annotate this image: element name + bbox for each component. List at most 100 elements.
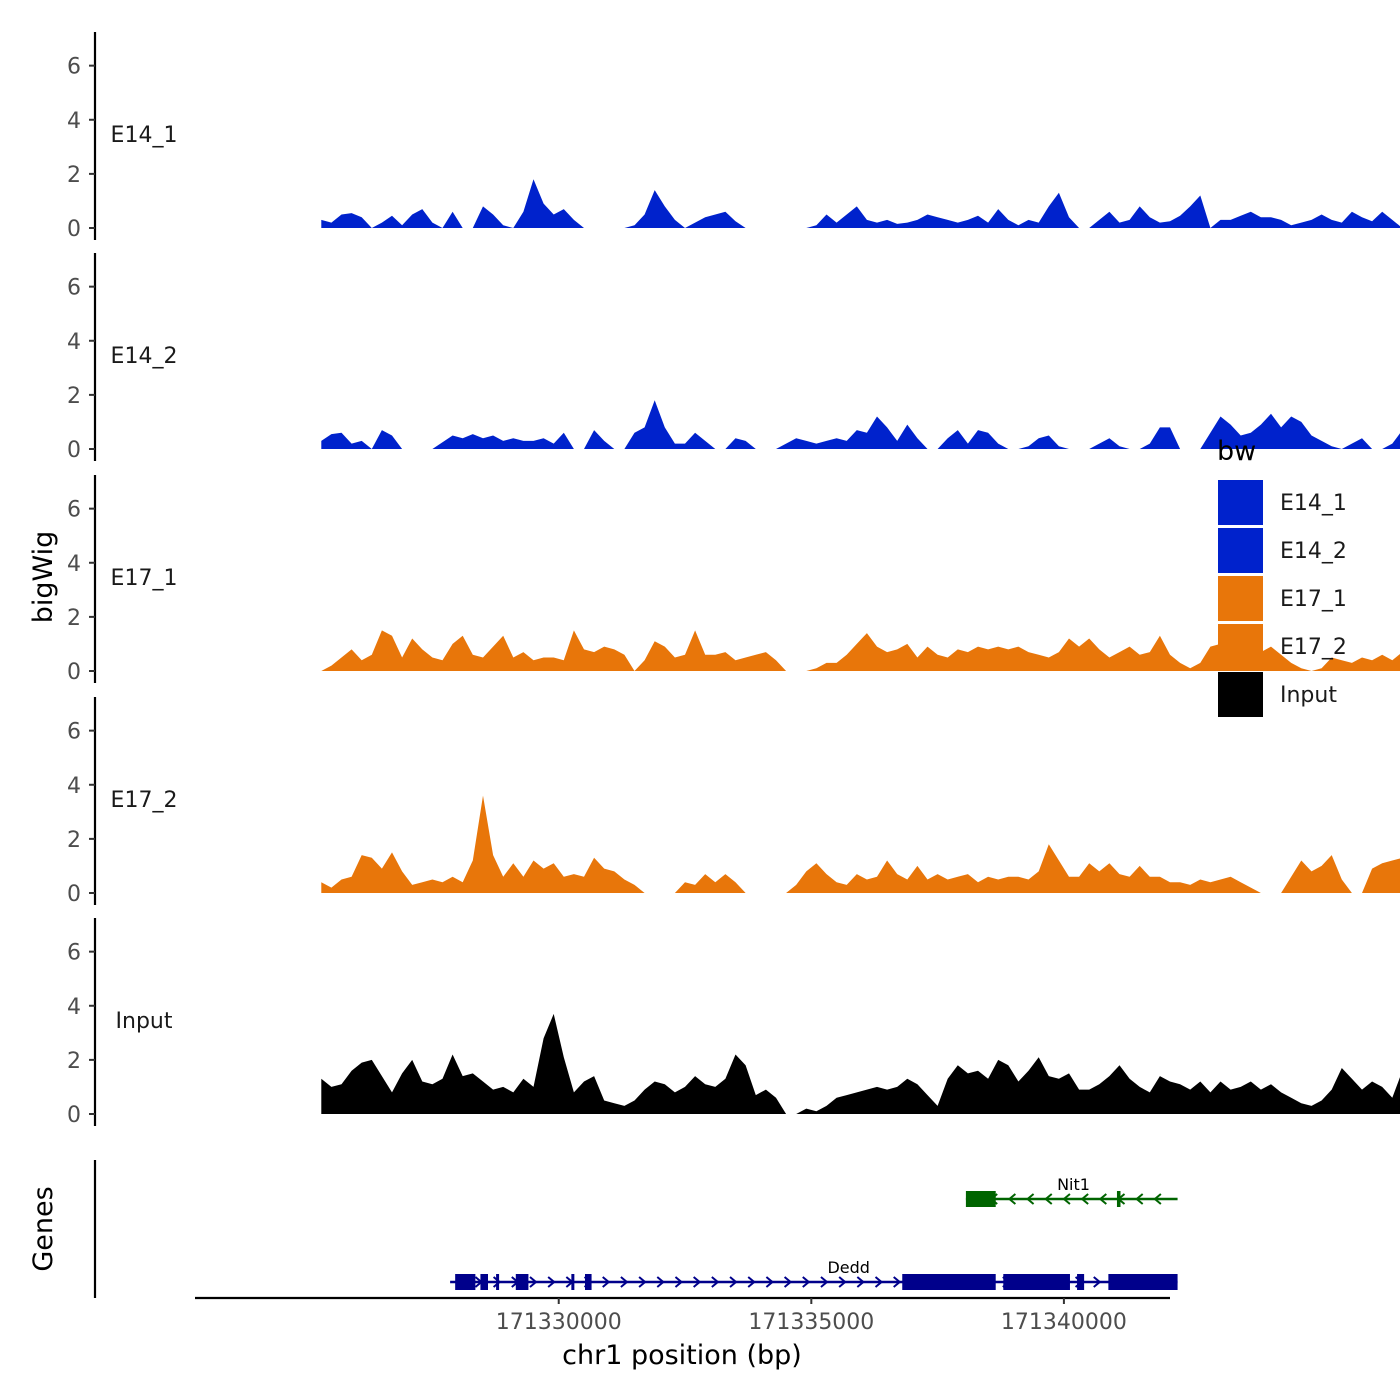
x-axis: 171330000 171335000 171340000 xyxy=(195,1296,1170,1335)
gene-name-label: Dedd xyxy=(827,1258,869,1277)
legend-label: Input xyxy=(1280,683,1337,708)
strand-arrow xyxy=(492,1276,502,1288)
legend-label: E17_1 xyxy=(1280,587,1347,612)
y-tick-label: 4 xyxy=(67,109,81,134)
gene-nit1: Nit1 xyxy=(965,1175,1178,1207)
y-tick-label: 4 xyxy=(67,330,81,355)
legend-label: E14_2 xyxy=(1280,539,1347,564)
y-axis-title: bigWig xyxy=(28,531,59,624)
track-panel-e14-1: 0 2 4 6 E14_1 xyxy=(67,32,1400,242)
coverage-area xyxy=(321,630,1400,671)
y-tick-label: 2 xyxy=(67,163,81,188)
y-tick-label: 2 xyxy=(67,384,81,409)
x-tick-label: 171335000 xyxy=(748,1310,874,1335)
y-tick-label: 4 xyxy=(67,552,81,577)
strand-arrow xyxy=(1093,1276,1102,1288)
strand-arrow xyxy=(1007,1193,1017,1205)
track-label: E17_1 xyxy=(111,566,178,591)
strand-arrow xyxy=(602,1276,611,1288)
strand-arrow xyxy=(1044,1193,1053,1205)
track-panel-e17-2: 0 2 4 6 E17_2 xyxy=(67,697,1400,907)
legend-label: E14_1 xyxy=(1280,491,1347,516)
strand-arrow xyxy=(893,1276,902,1288)
strand-arrow xyxy=(711,1276,720,1288)
coverage-area xyxy=(321,1013,1400,1114)
strand-arrow xyxy=(638,1276,647,1288)
track-label: E14_2 xyxy=(111,344,178,369)
strand-arrow xyxy=(1153,1193,1162,1205)
strand-arrow xyxy=(547,1276,556,1288)
track-label: Input xyxy=(116,1009,173,1034)
legend-swatch xyxy=(1218,576,1263,621)
gene-exon xyxy=(1108,1274,1178,1290)
y-tick-label: 0 xyxy=(67,438,81,463)
strand-arrow xyxy=(1135,1193,1144,1205)
y-tick-label: 6 xyxy=(67,941,81,966)
coverage-area xyxy=(321,179,1400,228)
gene-exon xyxy=(515,1274,529,1290)
track-panel-input: 0 2 4 6 Input xyxy=(67,918,1400,1128)
gene-exon xyxy=(965,1191,996,1207)
coverage-tracks: 0 2 4 6 E14_1 0 2 4 6 E14_2 0 2 4 6 E17_1 0 2 4 6 E17_2 0 2 4 6… xyxy=(67,32,1400,1128)
strand-arrow xyxy=(1062,1193,1071,1205)
strand-arrow xyxy=(874,1276,884,1288)
y-tick-label: 2 xyxy=(67,1049,81,1074)
legend-title: bw xyxy=(1217,436,1256,467)
strand-arrow xyxy=(856,1276,865,1288)
gene-exon xyxy=(496,1274,500,1290)
track-panel-e14-2: 0 2 4 6 E14_2 xyxy=(67,253,1400,463)
track-panel-e17-1: 0 2 4 6 E17_1 xyxy=(67,475,1400,685)
strand-arrow xyxy=(838,1276,847,1288)
legend-swatch xyxy=(1218,624,1263,669)
gene-exon xyxy=(585,1274,592,1290)
gene-track: Nit1 Dedd xyxy=(93,1160,1178,1298)
legend-swatch xyxy=(1218,528,1263,573)
strand-arrow xyxy=(783,1276,793,1288)
strand-arrow xyxy=(765,1276,774,1288)
legend-swatch xyxy=(1218,672,1263,717)
gene-exon xyxy=(1116,1191,1121,1207)
strand-arrow xyxy=(802,1276,811,1288)
y-tick-label: 0 xyxy=(67,882,81,907)
legend-label: E17_2 xyxy=(1280,635,1347,660)
strand-arrow xyxy=(693,1276,702,1288)
strand-arrow xyxy=(1098,1193,1107,1205)
strand-arrow xyxy=(1080,1193,1089,1205)
coverage-area xyxy=(321,400,1400,449)
y-tick-label: 6 xyxy=(67,276,81,301)
track-label: E17_2 xyxy=(111,788,178,813)
y-tick-label: 2 xyxy=(67,606,81,631)
gene-dedd: Dedd xyxy=(450,1258,1178,1290)
legend-swatch xyxy=(1218,480,1263,525)
y-tick-label: 0 xyxy=(67,217,81,242)
y-tick-label: 2 xyxy=(67,828,81,853)
coverage-area xyxy=(321,795,1400,893)
y-tick-label: 0 xyxy=(67,660,81,685)
strand-arrow xyxy=(729,1276,738,1288)
gene-exon xyxy=(480,1274,489,1290)
strand-arrow xyxy=(674,1276,684,1288)
genes-axis-title: Genes xyxy=(28,1186,59,1271)
y-tick-label: 6 xyxy=(67,498,81,523)
strand-arrow xyxy=(656,1276,665,1288)
y-tick-label: 6 xyxy=(67,720,81,745)
gene-exon xyxy=(1003,1274,1070,1290)
gene-exon xyxy=(571,1274,575,1290)
gene-exon xyxy=(455,1274,476,1290)
x-axis-title: chr1 position (bp) xyxy=(562,1340,802,1371)
x-tick-label: 171330000 xyxy=(496,1310,622,1335)
gene-name-label: Nit1 xyxy=(1057,1175,1090,1194)
strand-arrow xyxy=(529,1276,538,1288)
gene-exon xyxy=(902,1274,996,1290)
strand-arrow xyxy=(747,1276,756,1288)
legend: bw E14_1 E14_2 E17_1 E17_2 Input xyxy=(1217,436,1347,717)
y-tick-label: 6 xyxy=(67,55,81,80)
strand-arrow xyxy=(820,1276,829,1288)
y-tick-label: 4 xyxy=(67,774,81,799)
x-tick-label: 171340000 xyxy=(1001,1310,1127,1335)
strand-arrow xyxy=(620,1276,629,1288)
strand-arrow xyxy=(1026,1193,1035,1205)
y-tick-label: 0 xyxy=(67,1103,81,1128)
